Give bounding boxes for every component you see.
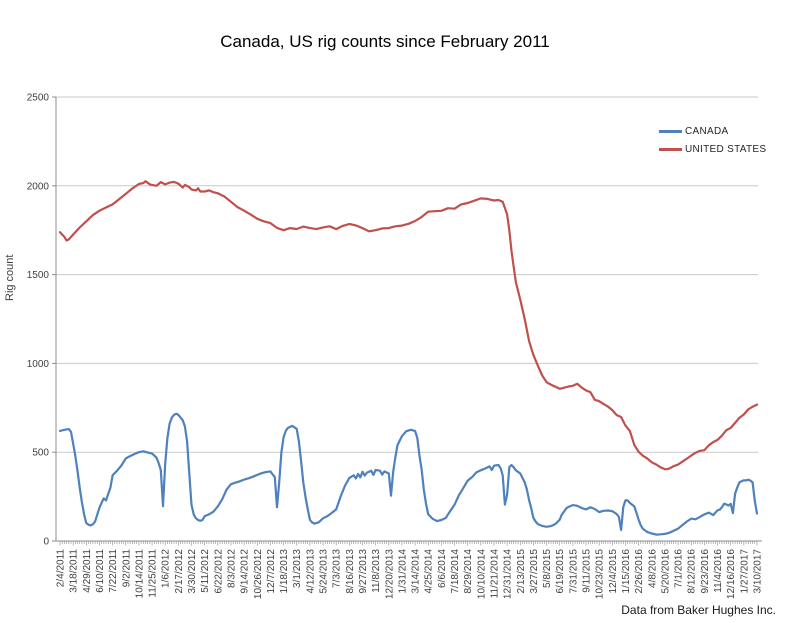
x-tick-label: 5/24/2013 [319,549,330,594]
legend-label-canada: CANADA [685,126,729,137]
x-tick-label: 1/18/2013 [279,549,290,594]
series-line-united-states [58,180,759,471]
source-note: Data from Baker Hughes Inc. [621,603,776,617]
x-tick-label: 4/12/2013 [305,549,316,594]
x-tick-label: 3/18/2011 [69,549,80,593]
x-tick-label: 4/29/2011 [82,549,93,593]
x-tick-label: 5/20/2016 [660,549,671,594]
x-tick-label: 1/6/2012 [161,549,172,588]
x-tick-label: 9/2/2011 [121,549,132,588]
legend: CANADA UNITED STATES [659,126,766,155]
chart-title: Canada, US rig counts since February 201… [220,32,550,51]
x-tick-label: 1/31/2014 [397,549,408,594]
canada-line-swatch [659,130,682,133]
x-tick-label: 12/20/2013 [384,549,395,599]
x-tick-label: 7/31/2015 [568,549,579,594]
x-tick-label: 10/23/2015 [595,549,606,599]
x-tick-label: 5/11/2012 [200,549,211,593]
x-tick-label: 9/23/2016 [700,549,711,594]
x-tick-label: 8/16/2013 [345,549,356,594]
x-tick-label: 7/22/2011 [108,549,119,593]
x-tick-label: 10/10/2014 [476,549,487,599]
x-tick-label: 8/12/2016 [687,549,698,594]
x-tick-label: 6/6/2014 [437,549,448,588]
y-tick-label: 1000 [27,359,50,370]
x-tick-label: 10/14/2011 [134,549,145,599]
x-tick-label: 11/21/2014 [489,549,500,599]
x-tick-label: 3/1/2013 [292,549,303,588]
y-tick-label: 500 [32,448,49,459]
x-tick-label: 7/18/2014 [450,549,461,594]
x-tick-label: 3/14/2014 [411,549,422,594]
y-tick-label: 0 [43,537,49,548]
x-tick-label: 3/10/2017 [753,549,764,594]
legend-label-united-states: UNITED STATES [685,144,767,155]
x-tick-label: 2/13/2015 [516,549,527,594]
united-states-line-swatch [659,148,682,151]
x-tick-label: 1/15/2016 [621,549,632,594]
legend-item-united-states: UNITED STATES [659,144,766,155]
y-tick-label: 1500 [27,270,50,281]
x-tick-label: 3/30/2012 [187,549,198,594]
x-tick-label: 11/25/2011 [148,549,159,598]
series-line-canada [58,412,759,536]
x-tick-label: 9/14/2012 [240,549,251,594]
x-tick-label: 6/10/2011 [95,549,106,593]
x-tick-label: 10/26/2012 [253,549,264,599]
y-tick-label: 2500 [27,93,50,104]
x-tick-label: 5/8/2015 [542,549,553,588]
x-tick-label: 12/16/2016 [726,549,737,599]
x-tick-label: 4/8/2016 [647,549,658,588]
x-tick-label: 9/27/2013 [358,549,369,594]
x-tick-label: 6/22/2012 [213,549,224,594]
x-tick-label: 8/29/2014 [463,549,474,594]
y-tick-label: 2000 [27,181,50,192]
x-tick-label: 12/4/2015 [608,549,619,594]
x-tick-label: 8/3/2012 [226,549,237,588]
x-tick-label: 11/8/2013 [371,549,382,593]
x-tick-label: 11/4/2016 [713,549,724,593]
x-tick-label: 3/27/2015 [529,549,540,594]
x-tick-label: 2/26/2016 [634,549,645,594]
x-tick-label: 4/25/2014 [424,549,435,594]
x-tick-label: 12/31/2014 [503,549,514,599]
x-tick-label: 9/11/2015 [582,549,593,593]
x-tick-label: 7/3/2013 [332,549,343,588]
x-tick-label: 2/17/2012 [174,549,185,594]
x-tick-label: 1/27/2017 [739,549,750,594]
legend-item-canada: CANADA [659,126,766,137]
x-tick-label: 7/1/2016 [674,549,685,588]
x-tick-label: 2/4/2011 [56,549,67,588]
x-tick-label: 6/19/2015 [555,549,566,594]
x-tick-label: 12/7/2012 [266,549,277,594]
